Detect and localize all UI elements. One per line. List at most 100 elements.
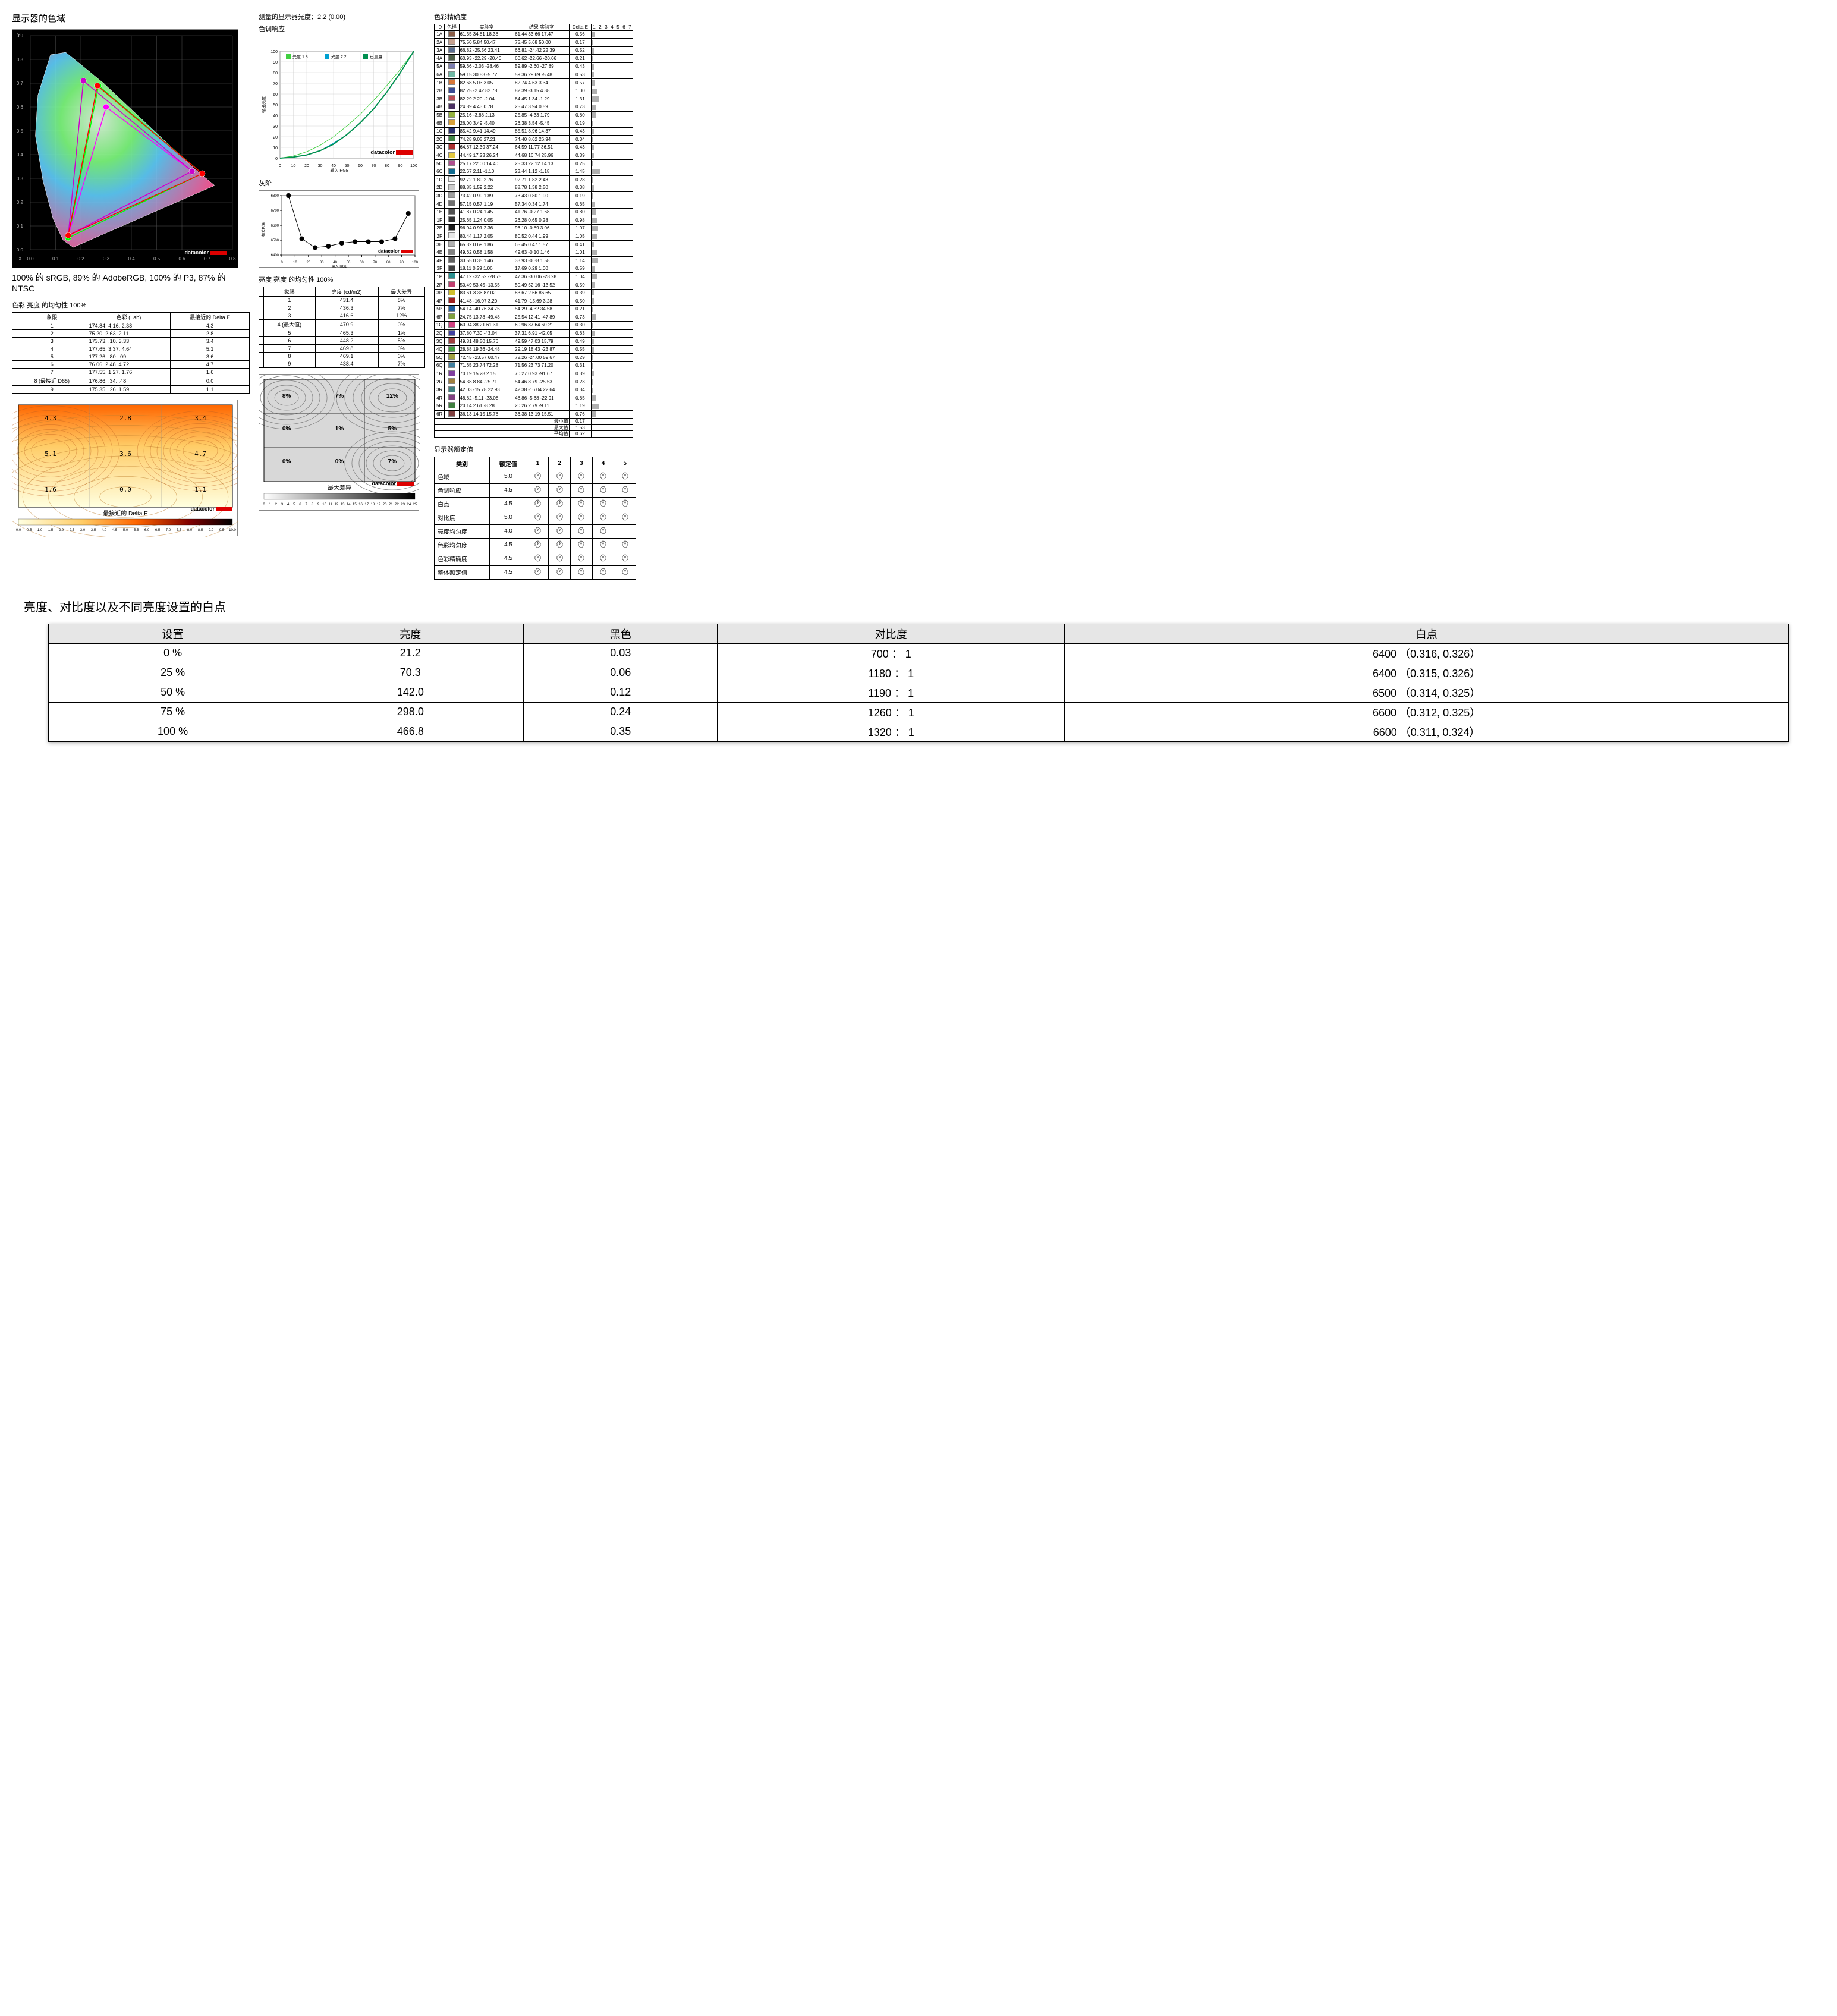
svg-text:0.5: 0.5 [17,128,24,134]
svg-text:2: 2 [275,503,278,507]
svg-text:2.5: 2.5 [70,529,75,532]
col-1: 显示器的色域 0.00.10.20.30.40.50.60.70.80.00.1… [12,12,250,580]
svg-text:9.5: 9.5 [219,529,225,532]
gray-title: 灰阶 [259,178,425,188]
table-row: 4F33.55 0.35 1.4633.93 -0.38 1.581.14 [435,257,633,265]
svg-text:5.5: 5.5 [134,529,139,532]
svg-text:7: 7 [305,503,307,507]
table-row: 6 76.06. 2.48. 4.724.7 [12,361,250,369]
table-row: 整体额定值4.5 [435,565,636,579]
gamma-top: 测量的显示器光度：2.2 (0.00) [259,12,425,21]
brand-text: datacolor [184,250,209,256]
table-row: 5C25.17 22.00 14.4025.33 22.12 14.130.25 [435,160,633,168]
color-unif-table: 象限色彩 (Lab)最接近的 Delta E 1174.84. 4.16. 2.… [12,312,250,394]
acc-title: 色彩精确度 [434,12,636,21]
gray-chart: 0102030405060708090100640065006600670068… [259,190,419,268]
svg-text:60: 60 [360,261,364,265]
svg-text:15: 15 [353,503,357,507]
table-row: 8469.10% [259,353,425,360]
svg-text:0: 0 [281,261,283,265]
table-row: 2A75.50 5.84 50.4775.45 5.68 50.000.17 [435,39,633,47]
svg-text:80: 80 [385,164,389,168]
svg-text:0.0: 0.0 [16,529,21,532]
table-row: 0 %21.20.03700 ： 16400 （0.316, 0.326） [49,643,1789,663]
table-row: 对比度5.0 [435,511,636,524]
svg-text:0.6: 0.6 [178,256,185,262]
table-row: 6448.25% [259,337,425,345]
accuracy-table: ID色样实验室结果 实验室Delta E1234567 1A61.35 34.8… [434,24,633,438]
svg-text:7.5: 7.5 [177,529,182,532]
gamut-title: 显示器的色域 [12,12,250,24]
table-row: 5P54.14 -40.76 34.7554.29 -4.32 34.580.2… [435,305,633,313]
svg-text:输入 RGB: 输入 RGB [330,168,348,173]
table-row: 6C22.67 2.11 -1.1023.44 1.12 -1.181.45 [435,168,633,176]
svg-text:12%: 12% [386,393,398,400]
svg-text:6600: 6600 [271,224,279,228]
table-row: 3A66.82 -25.56 23.4166.81 -24.42 22.390.… [435,46,633,55]
svg-text:2.8: 2.8 [119,414,131,422]
table-row: 7177.55. 1.27. 1.761.6 [12,369,250,376]
svg-text:0.5: 0.5 [27,529,32,532]
table-row: 4P41.48 -16.07 3.2041.79 -15.69 3.280.50 [435,297,633,306]
table-row: 25 %70.30.061180 ： 16400 （0.315, 0.326） [49,663,1789,683]
table-row: 8 (最接近 D65)176.86. .34. .480.0 [12,376,250,386]
table-row: 3Q49.81 48.50 15.7649.59 47.03 15.790.49 [435,338,633,346]
table-row: 4Q28.88 19.36 -24.4829.19 18.43 -23.870.… [435,345,633,354]
svg-text:4.0: 4.0 [102,529,107,532]
table-row: 5Q72.45 -23.57 60.4772.26 -24.00 59.670.… [435,354,633,362]
table-row: 4C44.49 17.23 26.2444.68 16.74 25.960.39 [435,152,633,160]
svg-text:50: 50 [345,164,350,168]
svg-text:40: 40 [331,164,336,168]
svg-text:0.1: 0.1 [17,224,24,229]
svg-text:最大差异: 最大差异 [328,484,351,492]
svg-text:8.0: 8.0 [187,529,193,532]
table-row: 5A59.66 -2.03 -28.4659.89 -2.60 -27.890.… [435,62,633,71]
svg-text:14: 14 [347,503,351,507]
svg-text:3.6: 3.6 [119,450,131,458]
contour-lum: 8%7%12%0%1%5%0%0%7%最大差异01234567891011121… [259,374,419,511]
table-row: 2F80.44 1.17 2.0580.52 0.44 1.991.05 [435,232,633,241]
svg-text:0.7: 0.7 [17,81,24,86]
table-row: 3E65.32 0.69 1.8665.45 0.47 1.570.41 [435,241,633,249]
svg-text:光度 2.2: 光度 2.2 [331,54,347,59]
svg-text:21: 21 [389,503,393,507]
table-row: 5B25.16 -3.88 2.1325.85 -4.33 1.790.80 [435,111,633,119]
table-row: 1431.48% [259,297,425,304]
table-row: 4A60.93 -22.29 -20.4060.62 -22.66 -20.06… [435,55,633,63]
ratings-table: 类别额定值12345 色域5.0色调响应4.5白点4.5对比度5.0亮度均匀度4… [434,457,636,580]
svg-text:13: 13 [341,503,345,507]
svg-text:5.1: 5.1 [45,450,56,458]
svg-text:0.0: 0.0 [119,486,131,493]
table-row: 50 %142.00.121190 ： 16500 （0.314, 0.325） [49,683,1789,702]
svg-text:30: 30 [320,261,324,265]
svg-text:6700: 6700 [271,209,279,213]
svg-text:0.2: 0.2 [17,200,24,205]
svg-text:20: 20 [306,261,310,265]
svg-text:16: 16 [358,503,363,507]
table-row: 2C74.28 9.05 27.2174.40 8.62 26.940.34 [435,136,633,144]
table-row: 3B82.29 2.20 -2.0484.45 1.34 -1.291.31 [435,95,633,103]
svg-text:12: 12 [335,503,339,507]
svg-text:5: 5 [293,503,295,507]
svg-text:最接近的 Delta E: 最接近的 Delta E [103,509,148,517]
svg-text:3: 3 [281,503,284,507]
svg-text:5.0: 5.0 [123,529,128,532]
table-row: 3P83.61 3.36 87.0283.67 2.66 86.650.39 [435,289,633,297]
svg-text:10: 10 [273,146,278,150]
table-row: 1F25.65 1.24 0.0526.28 0.65 0.280.98 [435,216,633,225]
table-row: 100 %466.80.351320 ： 16600 （0.311, 0.324… [49,722,1789,741]
heatmap-de: 4.32.83.45.13.64.71.60.01.1最接近的 Delta E0… [12,400,238,536]
svg-text:相关色温: 相关色温 [261,222,266,237]
svg-text:1%: 1% [335,426,344,432]
svg-text:50: 50 [273,103,278,108]
svg-text:11: 11 [329,503,333,507]
svg-text:0: 0 [275,157,278,161]
table-row: 1B82.68 5.03 3.0582.74 4.63 3.340.57 [435,79,633,87]
svg-text:1.5: 1.5 [48,529,54,532]
svg-text:X: X [18,256,22,262]
svg-text:10: 10 [291,164,296,168]
gamma-title: 色调响应 [259,24,425,33]
table-row: 5465.31% [259,329,425,337]
svg-text:光度 1.8: 光度 1.8 [292,54,308,59]
big-table-title: 亮度、对比度以及不同亮度设置的白点 [24,597,1825,615]
